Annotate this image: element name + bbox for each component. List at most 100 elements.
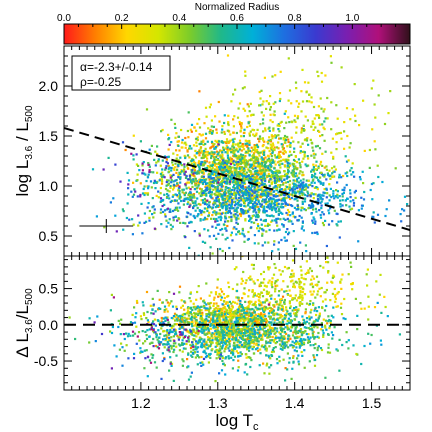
data-point xyxy=(275,219,278,222)
data-point xyxy=(305,183,308,186)
data-point xyxy=(192,144,196,147)
data-point xyxy=(186,330,189,333)
data-point xyxy=(255,156,258,160)
data-point xyxy=(195,171,198,174)
data-point xyxy=(275,187,278,190)
data-point xyxy=(305,184,308,187)
data-point xyxy=(312,128,315,131)
data-point xyxy=(199,203,202,206)
data-point xyxy=(254,161,257,165)
data-point xyxy=(262,169,265,172)
data-point xyxy=(215,141,218,144)
data-point xyxy=(201,181,204,185)
data-point xyxy=(235,197,238,200)
data-point xyxy=(311,231,314,235)
data-point xyxy=(119,322,122,325)
data-point xyxy=(233,355,237,358)
data-point xyxy=(226,54,230,57)
data-point xyxy=(202,152,205,155)
data-point xyxy=(236,369,240,372)
data-point xyxy=(284,379,287,382)
data-point xyxy=(273,167,276,170)
data-point xyxy=(122,210,125,213)
data-point xyxy=(238,344,241,347)
data-point xyxy=(215,171,218,174)
data-point xyxy=(239,170,242,173)
data-point xyxy=(169,174,172,177)
data-point xyxy=(260,193,263,196)
data-point xyxy=(272,161,275,164)
data-point xyxy=(229,167,233,170)
data-point xyxy=(311,335,315,338)
data-point xyxy=(193,204,196,207)
data-point xyxy=(231,138,235,141)
data-point xyxy=(161,168,164,171)
data-point xyxy=(291,173,294,176)
data-point xyxy=(305,250,308,253)
data-point xyxy=(209,195,212,198)
data-point xyxy=(231,313,234,316)
data-point xyxy=(265,319,268,322)
data-point xyxy=(193,154,196,157)
data-point xyxy=(279,198,282,201)
data-point xyxy=(231,333,234,336)
data-point xyxy=(211,185,215,188)
data-point xyxy=(199,169,202,172)
data-point xyxy=(222,312,225,316)
data-point xyxy=(242,131,245,135)
data-point xyxy=(283,158,286,161)
data-point xyxy=(281,318,284,321)
data-point xyxy=(240,304,243,307)
data-point xyxy=(143,221,146,224)
data-point xyxy=(247,304,250,308)
data-point xyxy=(273,190,276,193)
data-point xyxy=(233,137,236,140)
data-point xyxy=(269,294,272,298)
data-point xyxy=(167,167,170,170)
data-point xyxy=(215,188,218,191)
data-point xyxy=(323,120,326,123)
data-point xyxy=(288,154,291,157)
data-point xyxy=(189,197,193,200)
colorbar-tick-label: 0.6 xyxy=(230,13,244,24)
data-point xyxy=(142,161,145,164)
data-point xyxy=(269,119,272,122)
data-point xyxy=(130,190,133,193)
data-point xyxy=(312,178,315,181)
data-point xyxy=(208,204,211,207)
data-point xyxy=(284,204,287,207)
data-point xyxy=(219,212,222,215)
data-point xyxy=(387,112,390,115)
data-point xyxy=(242,333,245,336)
data-point xyxy=(284,188,287,191)
data-point xyxy=(339,199,342,202)
data-point xyxy=(271,335,274,339)
data-point xyxy=(178,189,181,193)
data-point xyxy=(247,187,250,191)
data-point xyxy=(322,213,325,216)
data-point xyxy=(175,157,178,160)
data-point xyxy=(262,315,265,318)
data-point xyxy=(388,199,391,202)
data-point xyxy=(232,201,235,204)
data-point xyxy=(243,128,246,131)
data-point xyxy=(208,294,211,297)
data-point xyxy=(265,321,268,324)
data-point xyxy=(193,230,196,233)
data-point xyxy=(178,197,181,200)
data-point xyxy=(323,108,326,111)
data-point xyxy=(308,360,311,363)
data-point xyxy=(224,176,227,179)
data-point xyxy=(176,184,180,187)
data-point xyxy=(307,327,310,330)
data-point xyxy=(274,101,277,104)
data-point xyxy=(267,139,270,142)
data-point xyxy=(237,197,241,200)
data-point xyxy=(206,207,209,210)
data-point xyxy=(230,218,233,221)
data-point xyxy=(269,205,272,208)
data-point xyxy=(192,172,195,175)
data-point xyxy=(331,172,334,175)
data-point xyxy=(260,223,263,226)
data-point xyxy=(242,135,245,138)
